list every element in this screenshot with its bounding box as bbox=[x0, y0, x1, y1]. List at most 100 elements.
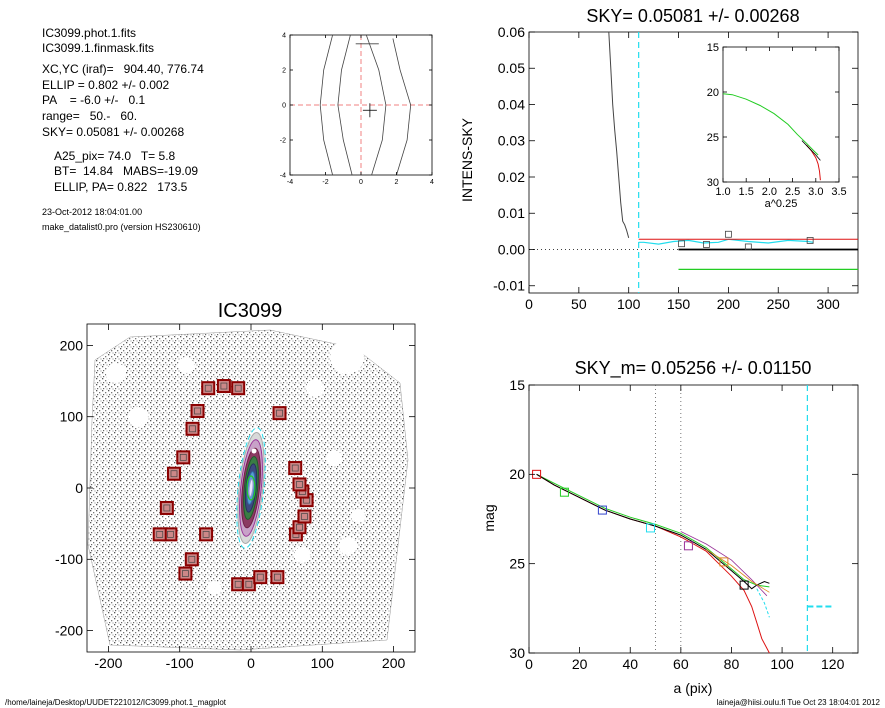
y-tick-label: -4 bbox=[280, 172, 286, 179]
sky-box-inner bbox=[296, 523, 303, 531]
sky-box bbox=[201, 381, 216, 396]
ellip-value: ELLIP = 0.802 +/- 0.002 bbox=[42, 78, 170, 92]
x-tick-label: 1.0 bbox=[715, 186, 730, 198]
y-tick-label: 15 bbox=[509, 377, 525, 393]
x-tick-label: -100 bbox=[166, 655, 194, 671]
sky-box-inner bbox=[194, 407, 201, 415]
inset-ticks: 1.0 1.5 2.0 2.5 3.0 3.5 15 20 25 30 bbox=[707, 42, 847, 198]
x-tick-label: 0 bbox=[359, 179, 363, 186]
file1-label: IC3099.phot.1.fits bbox=[42, 26, 136, 40]
sky-box-inner bbox=[245, 580, 253, 588]
x-tick-label: 120 bbox=[821, 656, 845, 672]
sky-box-inner bbox=[170, 470, 178, 478]
star-mask bbox=[339, 537, 357, 555]
y-tick-label: 25 bbox=[509, 556, 525, 572]
contour-lines bbox=[290, 34, 432, 176]
data-marker bbox=[683, 541, 693, 551]
sky-box-inner bbox=[234, 580, 242, 588]
sky-box-inner bbox=[182, 570, 189, 577]
star-mask bbox=[306, 379, 324, 397]
mag-plot-frame bbox=[528, 384, 859, 654]
star-mask bbox=[207, 581, 221, 595]
sky-box-inner bbox=[234, 384, 242, 392]
small-plot-ticks: -4 -2 0 2 4 -4 -2 0 2 4 bbox=[280, 32, 434, 186]
bright-spot bbox=[251, 448, 257, 454]
x-tick-label: 0 bbox=[247, 655, 255, 671]
sky-box bbox=[185, 421, 200, 436]
galaxy-plot-ticks: -200 -100 0 100 200 -200 -100 0 100 200 bbox=[55, 324, 415, 671]
y-tick-label: 0.05 bbox=[498, 60, 525, 76]
sky-box bbox=[159, 500, 174, 515]
sky-box-inner bbox=[274, 573, 281, 581]
sky-box bbox=[272, 406, 287, 421]
series-orange bbox=[705, 549, 770, 593]
series-cyan_profile bbox=[638, 238, 814, 245]
sky-box bbox=[270, 570, 285, 585]
inset-series-green bbox=[722, 93, 819, 156]
star-mask bbox=[294, 547, 310, 563]
x-tick-label: 300 bbox=[816, 296, 840, 312]
star-mask bbox=[106, 363, 126, 383]
mag-plot-xlabel: a (pix) bbox=[674, 680, 713, 696]
sky-box-inner bbox=[220, 382, 228, 390]
series-cyan-tail bbox=[756, 588, 770, 618]
x-tick-label: 2.5 bbox=[785, 186, 800, 198]
ellip-pa-value: ELLIP, PA= 0.822 173.5 bbox=[54, 180, 188, 194]
x-tick-label: 100 bbox=[617, 296, 641, 312]
sky-boxes bbox=[152, 379, 314, 592]
y-tick-label: -200 bbox=[55, 623, 83, 639]
sky-plot-frame bbox=[528, 31, 859, 294]
x-tick-label: 200 bbox=[717, 296, 741, 312]
sky-box bbox=[292, 477, 307, 492]
x-tick-label: 3.5 bbox=[831, 186, 846, 198]
pa-value: PA = -6.0 +/- 0.1 bbox=[42, 93, 145, 107]
info-block: IC3099.phot.1.fits IC3099.1.finmask.fits… bbox=[42, 26, 204, 232]
sky-box-inner bbox=[156, 530, 164, 538]
sky-box-inner bbox=[189, 425, 196, 433]
x-tick-label: 250 bbox=[767, 296, 791, 312]
y-tick-label: -2 bbox=[280, 137, 286, 144]
sky-box bbox=[253, 570, 268, 585]
x-tick-label: 40 bbox=[622, 656, 638, 672]
sky-box bbox=[288, 461, 303, 476]
data-marker bbox=[645, 523, 655, 533]
sky-box-inner bbox=[204, 384, 212, 392]
star-mask bbox=[351, 509, 365, 523]
x-tick-label: 3.0 bbox=[808, 186, 823, 198]
x-tick-label: 2.0 bbox=[762, 186, 777, 198]
series-black bbox=[536, 473, 770, 590]
sky-box bbox=[297, 509, 312, 524]
star-mask bbox=[128, 407, 148, 427]
x-tick-label: 100 bbox=[770, 656, 794, 672]
sky-box bbox=[184, 552, 199, 567]
file2-label: IC3099.1.finmask.fits bbox=[42, 41, 154, 55]
x-tick-label: -4 bbox=[287, 179, 293, 186]
sky-box-inner bbox=[179, 453, 187, 461]
galaxy-image-plot: IC3099 -200 -100 0 10 bbox=[55, 300, 416, 671]
sky-plot-ylabel: INTENS-SKY bbox=[459, 117, 475, 202]
sky-box bbox=[241, 577, 256, 592]
y-tick-label: -100 bbox=[55, 551, 83, 567]
a25-value: A25_pix= 74.0 T= 5.8 bbox=[54, 149, 176, 163]
y-tick-label: 0 bbox=[282, 102, 286, 109]
y-tick-label: 25 bbox=[707, 132, 719, 144]
x-tick-label: 50 bbox=[571, 296, 587, 312]
galaxy-isophote bbox=[248, 479, 254, 497]
sky-box bbox=[216, 379, 231, 394]
mag-plot-ylabel: mag bbox=[481, 504, 497, 531]
sky-box-inner bbox=[301, 513, 308, 520]
x-tick-label: 4 bbox=[430, 179, 434, 186]
mag-plot-title: SKY_m= 0.05256 +/- 0.01150 bbox=[575, 358, 812, 379]
y-tick-label: -0.01 bbox=[493, 278, 525, 294]
series-green bbox=[536, 473, 770, 588]
sky-box-inner bbox=[296, 481, 303, 488]
x-tick-label: 60 bbox=[673, 656, 689, 672]
footer-path: /home/laineja/Desktop/UUDET221012/IC3099… bbox=[5, 698, 227, 707]
sky-box-inner bbox=[163, 504, 171, 512]
date-label: 23-Oct-2012 18:04:01.00 bbox=[42, 207, 142, 217]
sky-box-inner bbox=[291, 464, 299, 472]
galaxy-core bbox=[246, 475, 256, 501]
y-tick-label: 0.02 bbox=[498, 169, 525, 185]
star-mask bbox=[178, 357, 194, 373]
sky-plot-ticks: 0 50 100 150 200 250 300 -0.01 0.00 0.01 0.02 0.03 0… bbox=[493, 24, 858, 312]
